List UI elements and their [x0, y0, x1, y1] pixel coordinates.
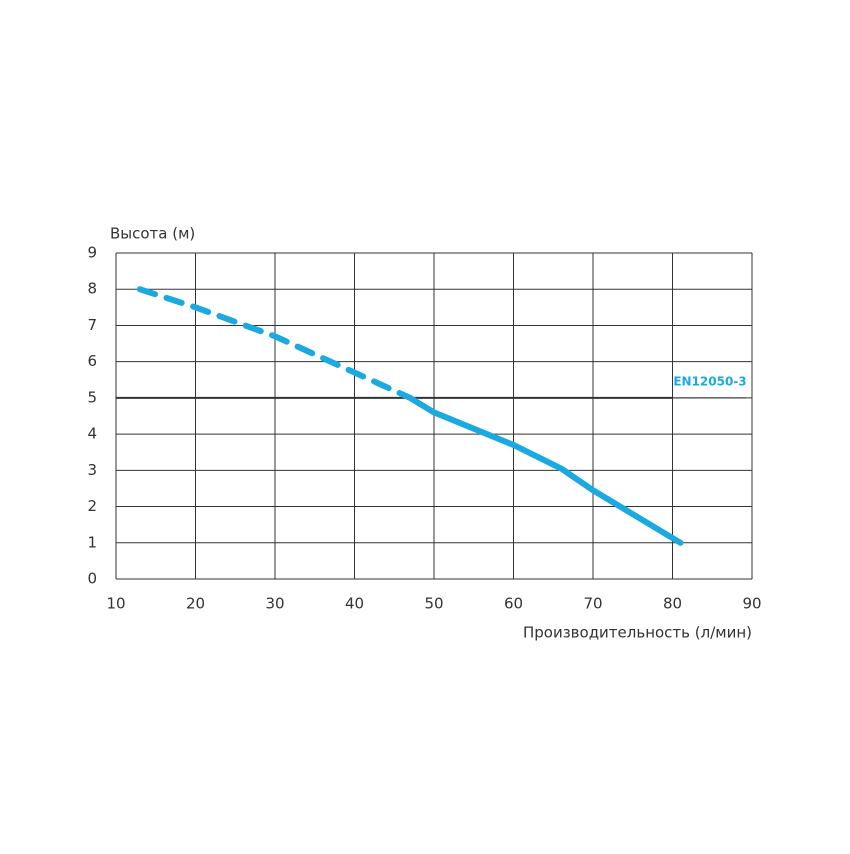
reference-label: EN12050-3 [673, 374, 746, 388]
data-line [407, 394, 684, 546]
x-tick-label: 70 [583, 595, 602, 613]
y-tick-label: 8 [87, 280, 97, 298]
x-tick-label: 10 [106, 595, 125, 613]
y-tick-label: 1 [87, 533, 97, 551]
x-tick-label: 50 [424, 595, 443, 613]
y-tick-label: 5 [87, 388, 97, 406]
x-tick-label: 90 [742, 595, 761, 613]
x-tick-label: 60 [504, 595, 523, 613]
y-tick-label: 7 [87, 316, 97, 334]
y-tick-label: 6 [87, 352, 97, 370]
y-tick-label: 4 [87, 425, 97, 443]
y-tick-label: 0 [87, 570, 97, 588]
data-line [136, 286, 414, 401]
y-tick-label: 2 [87, 497, 97, 515]
x-axis-label: Производительность (л/мин) [523, 624, 752, 642]
x-tick-label: 80 [663, 595, 682, 613]
x-tick-label: 20 [186, 595, 205, 613]
y-tick-label: 3 [87, 461, 97, 479]
x-tick-label: 30 [265, 595, 284, 613]
x-tick-label: 40 [345, 595, 364, 613]
y-axis-label: Высота (м) [110, 225, 195, 243]
y-tick-label: 9 [87, 244, 97, 262]
